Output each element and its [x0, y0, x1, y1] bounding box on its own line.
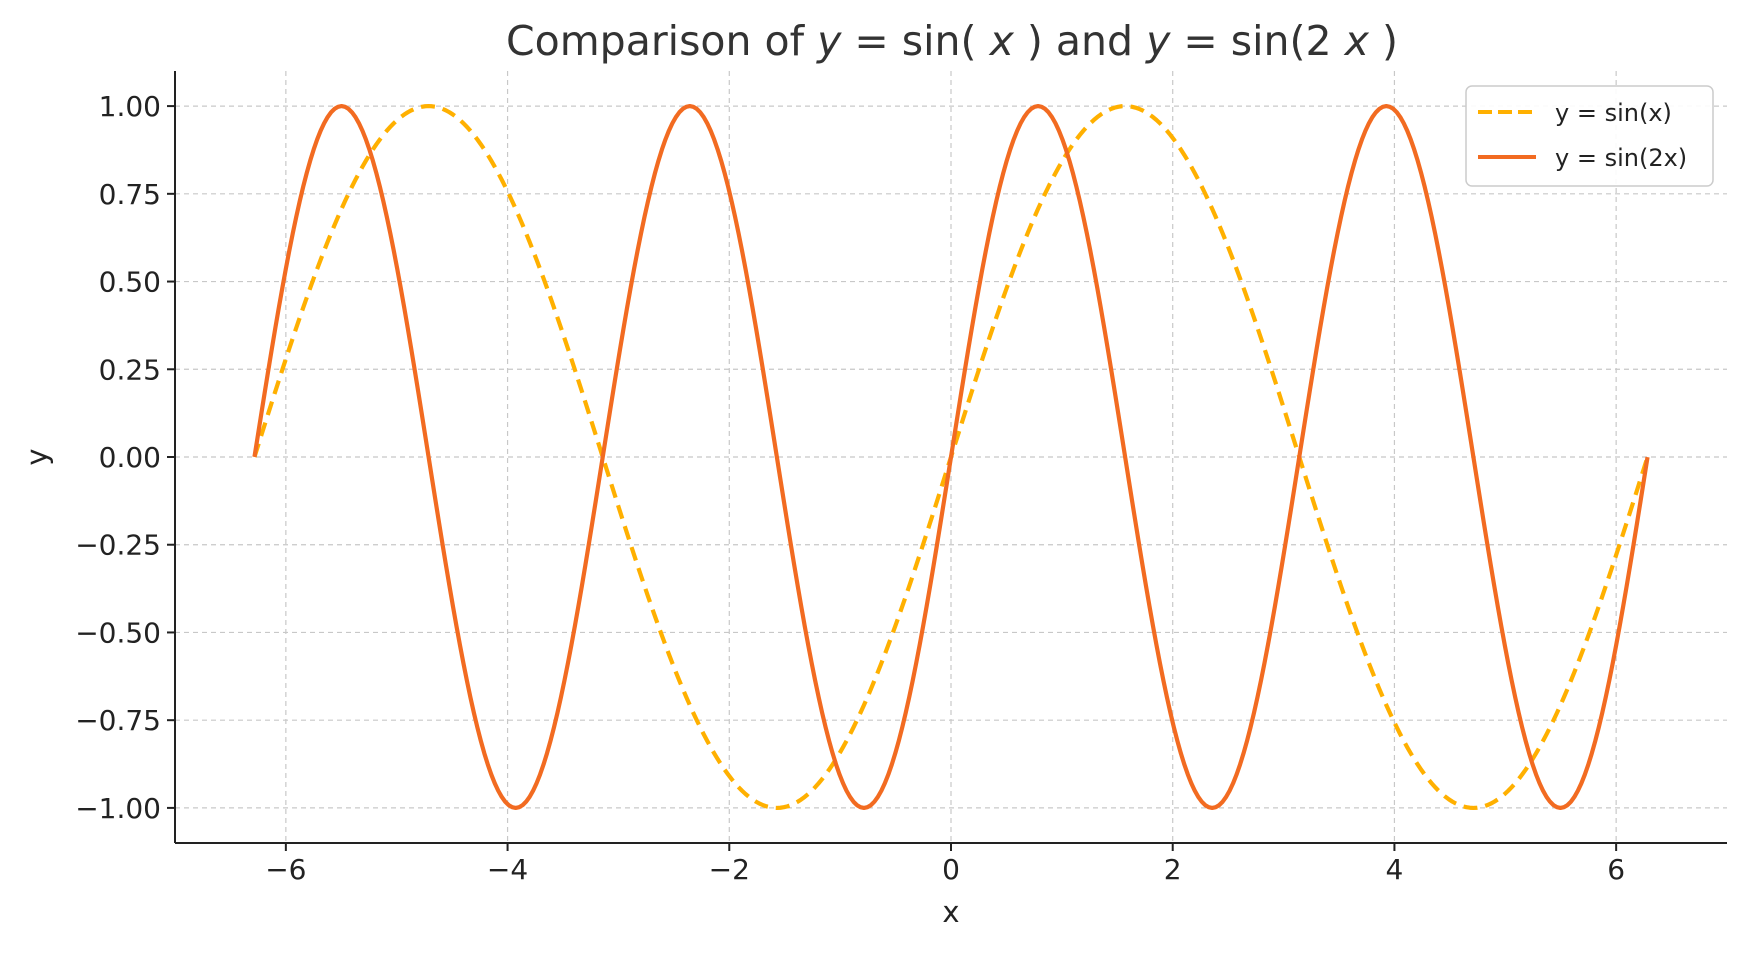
- y-axis-label: y: [20, 448, 54, 465]
- series-lines: [252, 103, 1650, 811]
- y-tick-label: 0.75: [99, 178, 161, 211]
- legend-label-sin-x: y = sin(x): [1555, 99, 1672, 127]
- x-tick-label: −4: [487, 853, 528, 886]
- y-tick-label: 0.00: [99, 441, 161, 474]
- title-func2: y: [1144, 17, 1171, 65]
- title-func2-body: = sin(2: [1183, 17, 1331, 65]
- y-tick-label: 0.50: [99, 266, 161, 299]
- y-tick-label: −1.00: [75, 792, 161, 825]
- x-tick-label: −2: [709, 853, 750, 886]
- title-func2-close: ): [1382, 17, 1398, 65]
- y-tick-label: 1.00: [99, 90, 161, 123]
- title-func2-var: x: [1343, 17, 1370, 65]
- y-tick-label: 0.25: [99, 353, 161, 386]
- x-tick-label: 6: [1607, 853, 1625, 886]
- x-tick-label: 4: [1386, 853, 1404, 886]
- title-func1-var: x: [988, 17, 1015, 65]
- y-tick-label: −0.25: [75, 529, 161, 562]
- series-line-sin-2x: [252, 103, 1650, 811]
- title-func1-close: ) and: [1027, 17, 1146, 65]
- x-tick-label: 2: [1164, 853, 1182, 886]
- x-axis-label: x: [942, 895, 959, 929]
- title-func1: y: [815, 17, 842, 65]
- title-func1-body: = sin(: [854, 17, 976, 65]
- chart-title: Comparison of y = sin( x ) and y = sin(2…: [506, 17, 1398, 65]
- legend-label-sin-2x: y = sin(2x): [1555, 144, 1687, 172]
- title-prefix: Comparison of: [506, 17, 817, 65]
- ticks: −6 −4 −2 0 2 4 6 1.00 0.75 0.50 0.25 0.00 −0.25 −0.50…: [75, 90, 1625, 886]
- y-tick-label: −0.75: [75, 704, 161, 737]
- y-tick-label: −0.50: [75, 616, 161, 649]
- x-tick-label: 0: [942, 853, 960, 886]
- x-tick-label: −6: [265, 853, 306, 886]
- legend: y = sin(x) y = sin(2x): [1465, 85, 1714, 187]
